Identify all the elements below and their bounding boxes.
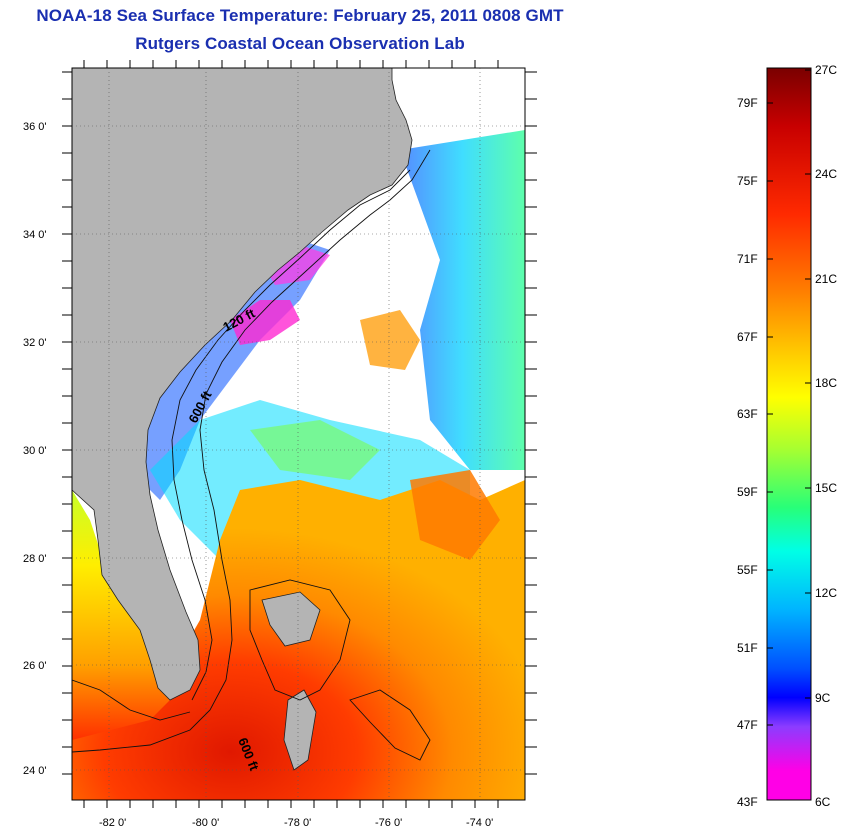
lat-label-36: 36 0' — [23, 121, 47, 133]
orange-patch-east — [410, 470, 500, 560]
lat-label-28: 28 0' — [23, 553, 47, 565]
lat-label-32: 32 0' — [23, 337, 47, 349]
gulf-of-mexico-water — [72, 490, 180, 740]
cb-celsius-24: 24C — [815, 167, 837, 181]
cb-fahrenheit-67: 67F — [737, 330, 758, 344]
cb-celsius-15: 15C — [815, 481, 837, 495]
cb-celsius-21: 21C — [815, 272, 837, 286]
colorbar-gradient — [766, 67, 812, 801]
colorbar-celsius-labels: 27C 24C 21C 18C 15C 12C 9C 6C — [815, 63, 837, 809]
cb-celsius-18: 18C — [815, 376, 837, 390]
cb-celsius-9: 9C — [815, 691, 831, 705]
map-area — [72, 68, 525, 800]
map-subtitle: Rutgers Coastal Ocean Observation Lab — [135, 34, 465, 53]
lon-label-82: -82 0' — [99, 817, 126, 829]
orange-patch-mid — [360, 310, 420, 370]
land-bahamas-east — [349, 689, 431, 761]
cool-water-north — [400, 130, 525, 470]
cb-fahrenheit-63: 63F — [737, 407, 758, 421]
map-title: NOAA-18 Sea Surface Temperature: Februar… — [36, 6, 564, 25]
contour-120ft — [171, 169, 411, 701]
land-bahamas-andros — [283, 689, 317, 771]
lat-label-24: 24 0' — [23, 765, 47, 777]
longitude-labels: -82 0' -80 0' -78 0' -76 0' -74 0' — [99, 817, 493, 829]
cb-fahrenheit-51: 51F — [737, 641, 758, 655]
cb-celsius-6: 6C — [815, 795, 831, 809]
green-patches — [250, 420, 380, 480]
lon-label-76: -76 0' — [375, 817, 402, 829]
cb-celsius-27: 27C — [815, 63, 837, 77]
contour-bahamas — [249, 579, 351, 701]
land-bahamas-north — [261, 591, 321, 647]
land-mainland — [72, 68, 413, 701]
cb-celsius-12: 12C — [815, 586, 837, 600]
cb-fahrenheit-79: 79F — [737, 96, 758, 110]
lat-label-34: 34 0' — [23, 229, 47, 241]
contour-florida-keys — [72, 679, 191, 721]
frame-ticks — [62, 60, 537, 808]
lon-label-80: -80 0' — [192, 817, 219, 829]
lon-label-74: -74 0' — [466, 817, 493, 829]
colorbar: 27C 24C 21C 18C 15C 12C 9C 6C 79F 75F 71… — [737, 63, 837, 809]
cb-fahrenheit-59: 59F — [737, 485, 758, 499]
latitude-labels: 36 0' 34 0' 32 0' 30 0' 28 0' 26 0' 24 0… — [23, 121, 47, 777]
map-frame — [71, 67, 526, 801]
cb-fahrenheit-71: 71F — [737, 252, 758, 266]
lat-label-26: 26 0' — [23, 660, 47, 672]
cb-fahrenheit-43: 43F — [737, 795, 758, 809]
colorbar-ticks — [767, 69, 811, 801]
colorbar-fahrenheit-labels: 79F 75F 71F 67F 63F 59F 55F 51F 47F 43F — [737, 96, 758, 809]
cb-fahrenheit-75: 75F — [737, 174, 758, 188]
cb-fahrenheit-47: 47F — [737, 718, 758, 732]
contour-600ft — [72, 149, 431, 753]
cb-fahrenheit-55: 55F — [737, 563, 758, 577]
lat-label-30: 30 0' — [23, 445, 47, 457]
lon-label-78: -78 0' — [284, 817, 311, 829]
magenta-shelf-patch — [230, 300, 300, 345]
